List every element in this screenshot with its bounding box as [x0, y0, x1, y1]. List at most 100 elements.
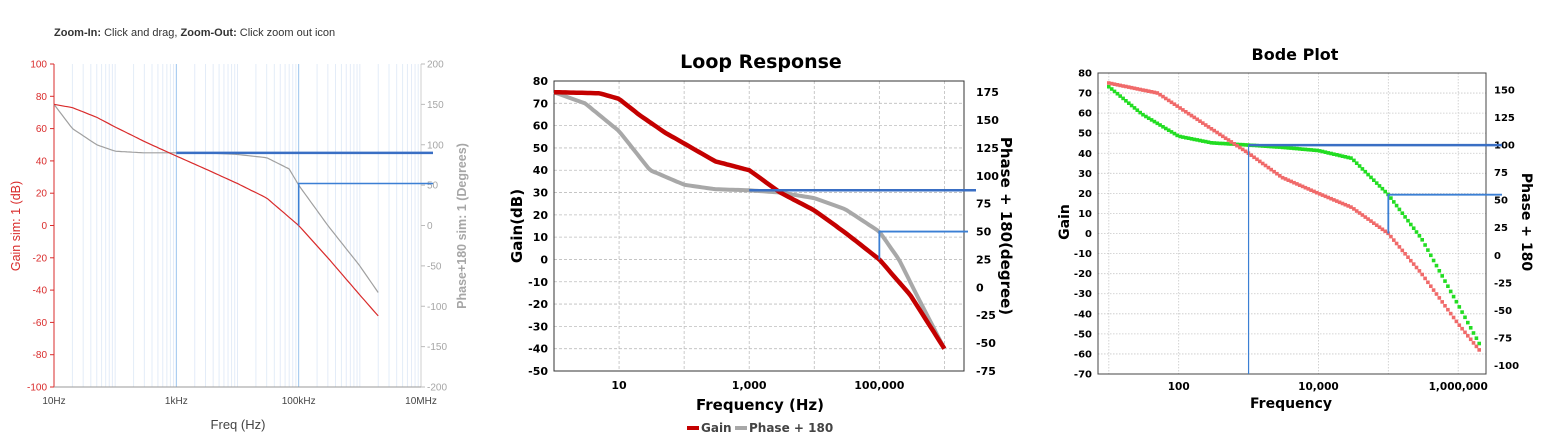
phase-point — [1144, 114, 1148, 119]
phase-point — [1409, 222, 1413, 227]
gain-point — [1112, 82, 1117, 86]
y-tick-label: 20 — [533, 209, 549, 222]
gain-point — [1471, 341, 1476, 345]
gain-point — [1260, 161, 1265, 166]
x-tick-label: 10Hz — [42, 396, 65, 407]
gain-point — [1297, 183, 1302, 187]
phase-point — [1218, 141, 1222, 146]
gain-point — [1372, 221, 1376, 225]
phase-point — [1357, 164, 1362, 168]
y2-tick-label: 100 — [427, 140, 444, 151]
gain-point — [1181, 108, 1185, 112]
y2-axis-title: Phase+180 sim: 1 (Degrees) — [455, 143, 469, 309]
gain-point — [1460, 326, 1464, 331]
phase-point — [1457, 305, 1462, 309]
phase-point — [1107, 84, 1111, 89]
y-tick-label: -10 — [1074, 249, 1092, 260]
phase-point — [1164, 126, 1168, 131]
gain-point — [1369, 219, 1373, 223]
x-tick-label: 1,000,000 — [1429, 381, 1488, 393]
phase-point — [1389, 196, 1393, 200]
y-tick-label: -40 — [528, 343, 548, 356]
gain-point — [1175, 104, 1179, 108]
y-tick-label: 60 — [36, 124, 48, 135]
phase-point — [1329, 151, 1333, 156]
y-tick-label: -30 — [1074, 289, 1092, 300]
phase-point — [1121, 96, 1125, 101]
phase-point — [1320, 149, 1325, 154]
phase-point — [1354, 161, 1359, 165]
gain-point — [1243, 149, 1248, 154]
phase-margin-marker — [297, 182, 433, 226]
gain-point — [1448, 311, 1453, 316]
chart-title: Bode Plot — [1252, 45, 1339, 64]
gain-point — [1403, 252, 1407, 256]
gain-point — [1144, 88, 1148, 93]
phase-point — [1474, 336, 1479, 340]
phase-point — [1118, 94, 1122, 98]
gain-point — [1457, 323, 1462, 327]
phase-point — [1243, 143, 1248, 147]
y-tick-label: 10 — [533, 231, 549, 244]
gain-point — [1283, 177, 1288, 181]
gain-point — [1286, 178, 1291, 182]
phase-point — [1326, 151, 1330, 155]
phase-point — [1411, 226, 1416, 230]
gain-point — [1275, 171, 1279, 176]
y2-tick-label: -25 — [1494, 278, 1512, 289]
y-tick-label: 80 — [36, 92, 48, 103]
gain-point — [1326, 195, 1330, 200]
phase-point — [1115, 91, 1120, 96]
gain-point — [1420, 272, 1424, 277]
phase-point — [1317, 149, 1322, 153]
phase-point — [1477, 341, 1481, 346]
phase-point — [1446, 284, 1450, 288]
y-tick-label: 50 — [1078, 129, 1092, 140]
phase-point — [1434, 263, 1439, 268]
gain-point — [1172, 102, 1177, 106]
phase-series-line — [53, 104, 379, 293]
y-tick-label: 0 — [41, 221, 47, 232]
y-tick-label: -20 — [528, 298, 548, 311]
gain-point — [1392, 238, 1396, 242]
x-tick-label: 1,000 — [732, 379, 767, 392]
phase-point — [1192, 137, 1197, 142]
gain-point — [1383, 229, 1387, 234]
y-tick-label: -20 — [33, 253, 48, 264]
y-axis-title: Gain — [1057, 204, 1073, 240]
phase-point — [1335, 153, 1339, 157]
phase-point — [1283, 145, 1288, 150]
x-tick-label: 100 — [1168, 381, 1190, 393]
y-tick-label: 50 — [533, 142, 549, 155]
x-axis-title: Freq (Hz) — [211, 417, 266, 432]
gain-point — [1158, 92, 1162, 97]
y-tick-label: 40 — [533, 164, 549, 177]
phase-point — [1346, 155, 1350, 160]
y2-tick-label: 200 — [427, 60, 444, 71]
gain-point — [1317, 192, 1322, 196]
gain-point — [1258, 159, 1262, 164]
chart-3: Bode Plot80706050403020100-10-20-30-40-5… — [1057, 45, 1534, 412]
phase-point — [1417, 234, 1422, 238]
gain-point — [1306, 187, 1311, 191]
phase-point — [1366, 172, 1370, 177]
phase-point — [1132, 106, 1137, 110]
y2-tick-label: -75 — [1494, 333, 1512, 344]
gain-point — [1232, 142, 1236, 146]
phase-point — [1460, 310, 1464, 314]
phase-point — [1226, 142, 1231, 146]
phase-point — [1374, 181, 1379, 185]
gain-point — [1192, 115, 1197, 120]
phase-point — [1372, 178, 1376, 182]
phase-point — [1186, 136, 1191, 140]
phase-point — [1238, 142, 1242, 147]
phase-point — [1471, 331, 1476, 335]
gain-point — [1215, 130, 1219, 135]
phase-point — [1215, 141, 1219, 145]
phase-point — [1221, 141, 1225, 146]
phase-point — [1451, 294, 1456, 299]
phase-point — [1280, 145, 1285, 150]
y2-axis-title: Phase + 180(degree) — [997, 137, 1015, 315]
gain-point — [1468, 337, 1473, 342]
